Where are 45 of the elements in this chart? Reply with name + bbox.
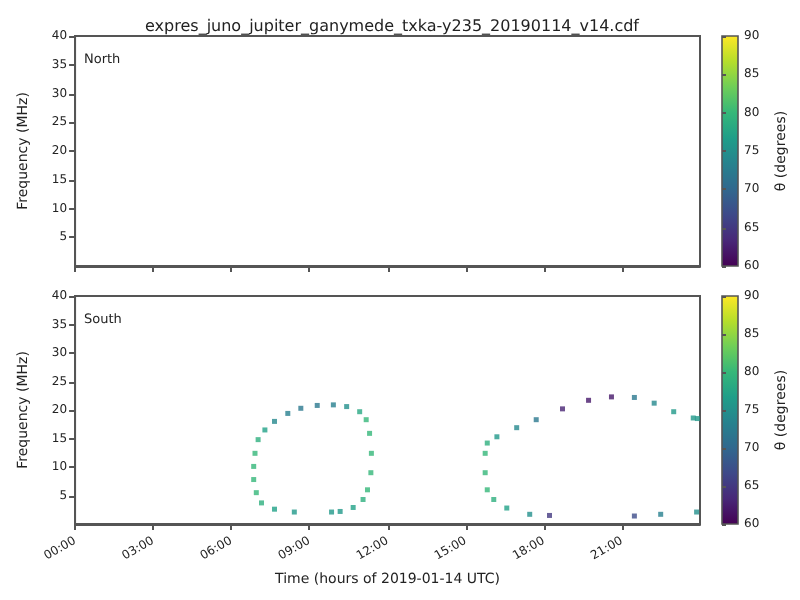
- point: [253, 490, 259, 496]
- point: [631, 513, 637, 519]
- point: [494, 434, 500, 440]
- point: [262, 427, 268, 433]
- point: [484, 487, 490, 493]
- point: [350, 504, 356, 510]
- point: [298, 405, 304, 411]
- point: [514, 425, 520, 431]
- point: [291, 509, 297, 515]
- point: [255, 437, 261, 443]
- point: [484, 440, 490, 446]
- point: [631, 394, 637, 400]
- point: [560, 406, 566, 412]
- point: [367, 430, 373, 436]
- point: [482, 470, 488, 476]
- point: [360, 496, 366, 502]
- point: [671, 409, 677, 415]
- point: [272, 506, 278, 512]
- point: [491, 496, 497, 502]
- point: [314, 402, 320, 408]
- point: [504, 505, 510, 511]
- point: [251, 477, 257, 483]
- point: [368, 450, 374, 456]
- point: [285, 410, 291, 416]
- point: [368, 470, 374, 476]
- point: [658, 511, 664, 517]
- point: [344, 404, 350, 410]
- point: [533, 417, 539, 423]
- point: [651, 400, 657, 406]
- point: [251, 463, 257, 469]
- point: [527, 511, 533, 517]
- point: [482, 450, 488, 456]
- point: [357, 409, 363, 415]
- point: [694, 509, 700, 515]
- point: [259, 500, 265, 506]
- point: [337, 508, 343, 514]
- point: [252, 450, 258, 456]
- chart-title: expres_juno_jupiter_ganymede_txka-y235_20190114_v14.cdf: [145, 17, 640, 35]
- point: [330, 402, 336, 408]
- point: [608, 394, 614, 400]
- point: [272, 418, 278, 424]
- point: [364, 487, 370, 493]
- point: [363, 417, 369, 423]
- point: [329, 509, 335, 515]
- point: [586, 397, 592, 403]
